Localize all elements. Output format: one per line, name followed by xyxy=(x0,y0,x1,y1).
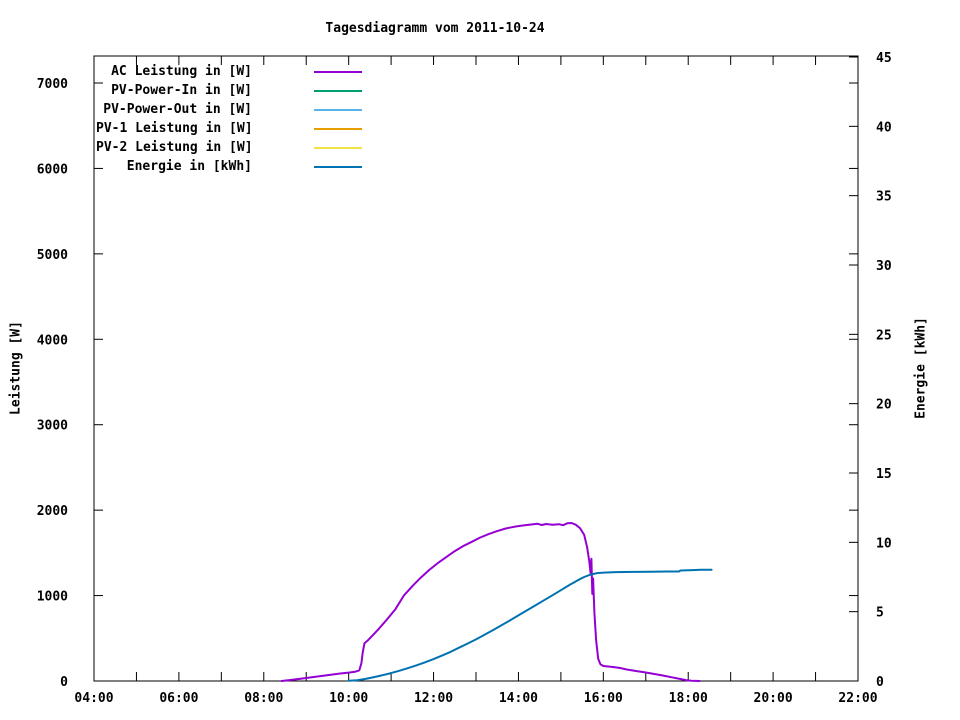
x-tick-label: 08:00 xyxy=(244,691,283,706)
y-left-tick-label: 0 xyxy=(60,675,68,690)
x-tick-label: 14:00 xyxy=(499,691,538,706)
legend-color-line xyxy=(314,127,362,130)
legend-item-label: AC Leistung in [W] xyxy=(111,64,252,79)
y-right-tick-label: 5 xyxy=(876,606,884,621)
chart-title: Tagesdiagramm vom 2011-10-24 xyxy=(325,21,545,36)
legend-color-line xyxy=(314,108,362,111)
y-left-tick-label: 4000 xyxy=(37,333,68,348)
y-left-tick-label: 6000 xyxy=(37,162,68,177)
legend-item-label: PV-1 Leistung in [W] xyxy=(96,121,253,136)
y-left-tick-label: 3000 xyxy=(37,419,68,434)
legend-item-label: PV-Power-Out in [W] xyxy=(103,102,252,117)
legend-item-1: PV-Power-In in [W] xyxy=(96,81,368,100)
y-left-tick-label: 2000 xyxy=(37,504,68,519)
x-tick-label: 18:00 xyxy=(669,691,708,706)
legend-item-0: AC Leistung in [W] xyxy=(96,62,368,81)
legend-item-5: Energie in [kWh] xyxy=(96,157,368,176)
x-tick-label: 22:00 xyxy=(838,691,877,706)
legend-item-3: PV-1 Leistung in [W] xyxy=(96,119,368,138)
y-right-tick-label: 30 xyxy=(876,259,892,274)
legend-item-label: Energie in [kWh] xyxy=(126,159,252,174)
legend-color-line xyxy=(314,165,362,168)
x-tick-label: 04:00 xyxy=(74,691,113,706)
legend-color-line xyxy=(314,89,362,92)
x-tick-label: 10:00 xyxy=(329,691,368,706)
legend-item-label: PV-Power-In in [W] xyxy=(111,83,252,98)
legend-item-2: PV-Power-Out in [W] xyxy=(96,100,368,119)
y-left-tick-label: 1000 xyxy=(37,590,68,605)
y-right-tick-label: 40 xyxy=(876,120,892,135)
series-line-ac-leistung-in-w xyxy=(280,522,701,682)
legend-color-line xyxy=(314,146,362,149)
y-right-tick-label: 35 xyxy=(876,190,892,205)
x-tick-label: 16:00 xyxy=(584,691,623,706)
legend-item-4: PV-2 Leistung in [W] xyxy=(96,138,368,157)
legend-color-line xyxy=(314,70,362,73)
y-right-tick-label: 15 xyxy=(876,467,892,482)
series-line-energie-in-kwh xyxy=(347,568,713,682)
y-right-tick-label: 20 xyxy=(876,398,892,413)
legend: AC Leistung in [W] PV-Power-In in [W] PV-P… xyxy=(96,62,368,176)
y-left-tick-label: 5000 xyxy=(37,248,68,263)
y-right-tick-label: 45 xyxy=(876,51,892,66)
x-tick-label: 20:00 xyxy=(754,691,793,706)
y-right-tick-label: 0 xyxy=(876,675,884,690)
y-right-tick-label: 25 xyxy=(876,328,892,343)
plot-border xyxy=(93,55,859,682)
x-tick-label: 06:00 xyxy=(159,691,198,706)
x-tick-label: 12:00 xyxy=(414,691,453,706)
legend-item-label: PV-2 Leistung in [W] xyxy=(96,140,253,155)
y-right-tick-label: 10 xyxy=(876,536,892,551)
y-left-tick-label: 7000 xyxy=(37,77,68,92)
